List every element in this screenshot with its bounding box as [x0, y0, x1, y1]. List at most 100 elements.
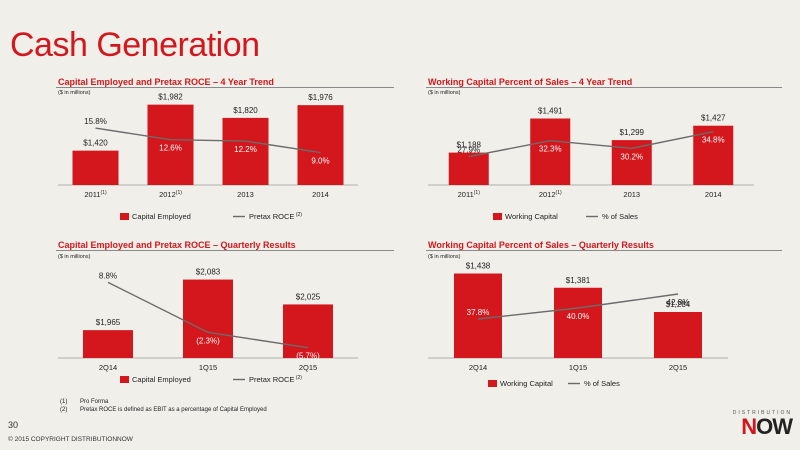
line-point-label: 40.0%	[567, 312, 590, 321]
panel-rule	[56, 87, 394, 88]
x-tick-label: 2012(1)	[159, 190, 182, 199]
bar	[554, 287, 602, 358]
x-tick-label: 2013	[623, 190, 640, 199]
company-logo: DISTRIBUTION NOW	[732, 410, 793, 439]
line-point-label: 30.2%	[620, 152, 643, 161]
bar	[654, 312, 702, 358]
chart-title-capital-qtr: Capital Employed and Pretax ROCE – Quart…	[58, 240, 296, 250]
line-point-label: (5.7%)	[296, 352, 320, 361]
legend-swatch-bar	[120, 213, 129, 220]
bar-label: $1,420	[83, 139, 108, 148]
chart-title-wc-4yr: Working Capital Percent of Sales – 4 Yea…	[428, 77, 633, 87]
bar	[693, 125, 734, 185]
bar-label: $1,284	[666, 300, 691, 309]
copyright: © 2015 COPYRIGHT DISTRIBUTIONNOW	[8, 436, 133, 443]
bar-label: $1,438	[466, 262, 491, 271]
x-tick-label: 1Q15	[199, 363, 217, 372]
units-label: ($ in millions)	[58, 90, 91, 96]
bar	[454, 273, 502, 358]
bar	[530, 118, 571, 185]
legend-label-bar: Working Capital	[500, 379, 553, 388]
x-tick-label: 2013	[237, 190, 254, 199]
bar-label: $1,427	[701, 114, 726, 123]
page-title: Cash Generation	[10, 26, 260, 64]
x-tick-label: 2014	[312, 190, 329, 199]
line-point-label: (2.3%)	[196, 336, 220, 345]
legend-footnote: (2)	[294, 212, 302, 218]
series-line	[477, 293, 679, 320]
bar	[72, 150, 119, 185]
bar	[448, 152, 489, 185]
x-tick-label: 1Q15	[569, 363, 587, 372]
bar-label: $2,083	[196, 268, 221, 277]
footnotes: (1) Pro Forma (2) Pretax ROCE is defined a…	[60, 398, 267, 414]
bar	[83, 330, 133, 358]
x-tick-footnote: (1)	[176, 190, 182, 196]
units-label: ($ in millions)	[428, 90, 461, 96]
legend-label-bar: Capital Employed	[132, 375, 191, 384]
legend-swatch-bar	[493, 213, 502, 220]
x-tick-footnote: (1)	[101, 190, 107, 196]
legend-label-line: % of Sales	[602, 212, 638, 221]
legend-label-line: % of Sales	[584, 379, 620, 388]
bar-label: $1,965	[96, 318, 121, 327]
bar-label: $1,299	[620, 128, 645, 137]
chart-capital-qtr: $1,965 $2,083 $2,025 8.8% (2.3%) (5.7%) 2Q14 1Q…	[58, 268, 358, 384]
line-point-label: 8.8%	[99, 271, 117, 280]
chart-title-wc-qtr: Working Capital Percent of Sales – Quart…	[428, 240, 654, 250]
legend-label-line: Pretax ROCE (2)	[249, 375, 302, 384]
footnote-2: (2) Pretax ROCE is defined as EBIT as a p…	[60, 407, 267, 413]
bar-label: $1,381	[566, 276, 591, 285]
line-point-label: 12.6%	[159, 144, 182, 153]
legend-swatch-bar	[488, 380, 497, 387]
x-tick-label: 2014	[705, 190, 722, 199]
page-number: 30	[8, 420, 19, 430]
chart-capital-4yr: $1,420 $1,982 $1,820 $1,976 15.8% 12.6% 12.2% 9…	[58, 93, 358, 221]
line-point-label: 15.8%	[84, 117, 107, 126]
chart-wc-qtr: $1,438 $1,381 $1,284 37.8% 40.0% 42.8% 2Q14 1Q1…	[428, 262, 728, 388]
legend-label-bar: Working Capital	[505, 212, 558, 221]
bar-label: $1,976	[308, 93, 333, 102]
line-point-label: 32.3%	[539, 145, 562, 154]
line-point-label: 34.8%	[702, 136, 725, 145]
panel-rule	[426, 87, 782, 88]
bar-label: $1,491	[538, 107, 563, 116]
line-point-label: 9.0%	[311, 157, 329, 166]
bar	[297, 105, 344, 185]
x-tick-label: 2011(1)	[84, 190, 107, 199]
line-point-label: 27.9%	[457, 146, 480, 155]
x-tick-label: 2Q14	[99, 363, 117, 372]
series-line	[95, 127, 321, 154]
line-point-label: 12.2%	[234, 145, 257, 154]
series-line	[468, 131, 714, 158]
bar	[183, 279, 233, 358]
bar-label: $2,025	[296, 292, 321, 301]
legend-swatch-bar	[120, 376, 129, 383]
bar	[283, 304, 333, 358]
bar	[222, 117, 269, 185]
footnote-1: (1) Pro Forma	[60, 399, 109, 405]
bar	[147, 104, 194, 185]
series-line	[107, 281, 309, 349]
x-tick-label: 2011(1)	[458, 190, 481, 199]
x-tick-footnote: (1)	[474, 190, 480, 196]
x-tick-label: 2Q15	[669, 363, 687, 372]
chart-wc-4yr: $1,188 $1,491 $1,299 $1,427 27.9% 32.3% 30.2% 3…	[428, 107, 754, 221]
chart-title-capital-4yr: Capital Employed and Pretax ROCE – 4 Yea…	[58, 77, 274, 87]
line-point-label: 42.8%	[667, 298, 690, 307]
bar-label: $1,982	[158, 93, 183, 102]
line-point-label: 37.8%	[467, 308, 490, 317]
x-tick-label: 2012(1)	[539, 190, 562, 199]
panel-rule	[426, 250, 782, 251]
panel-rule	[56, 250, 394, 251]
x-tick-label: 2Q15	[299, 363, 317, 372]
units-label: ($ in millions)	[428, 254, 461, 260]
bar-label: $1,188	[457, 141, 482, 150]
legend-label-bar: Capital Employed	[132, 212, 191, 221]
legend-footnote: (2)	[294, 375, 302, 381]
bar-label: $1,820	[233, 106, 258, 115]
x-tick-footnote: (1)	[556, 190, 562, 196]
x-tick-label: 2Q14	[469, 363, 487, 372]
legend-label-line: Pretax ROCE (2)	[249, 212, 302, 221]
units-label: ($ in millions)	[58, 254, 91, 260]
